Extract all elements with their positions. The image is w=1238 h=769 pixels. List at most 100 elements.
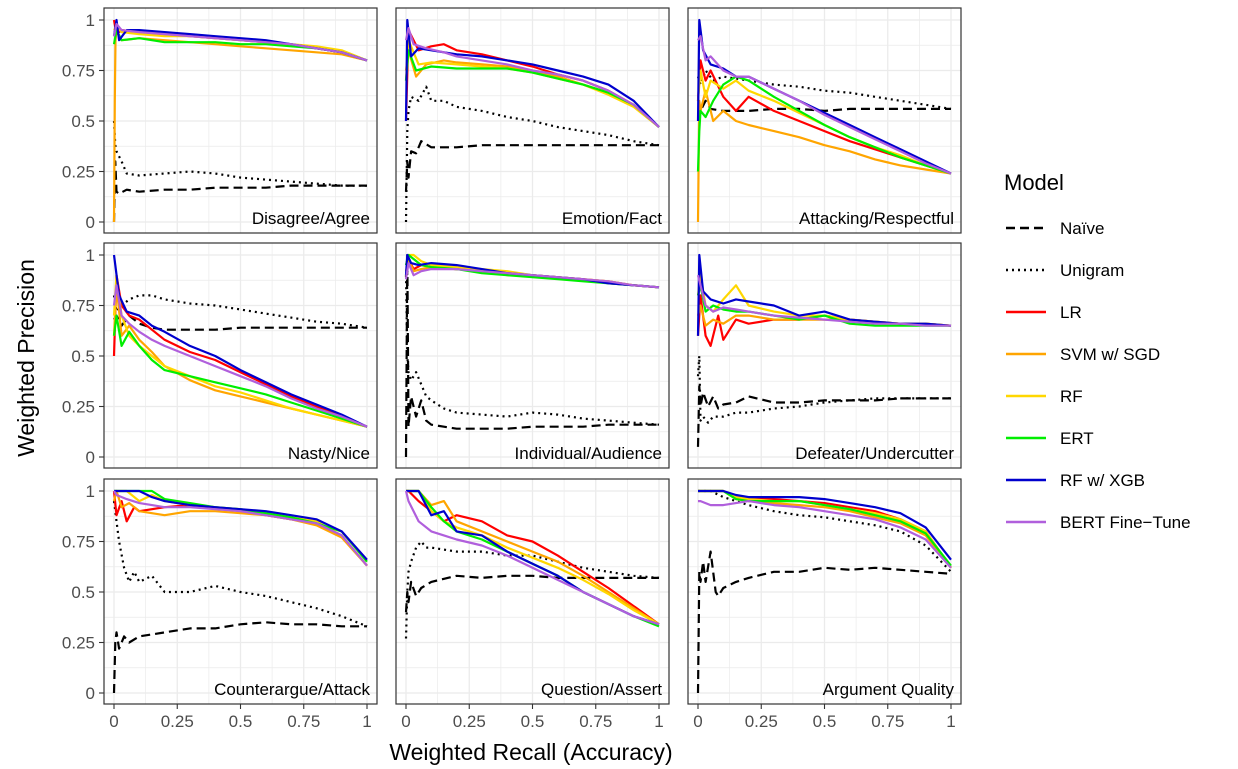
x-tick-label: 1 [946, 712, 955, 731]
x-tick-label: 0.25 [161, 712, 194, 731]
y-tick-label: 0.25 [62, 163, 95, 182]
series-lines [696, 489, 952, 694]
series-line-bert-fine-tune [696, 274, 951, 327]
x-tick-label: 0 [401, 712, 410, 731]
facet-panel: Defeater/Undercutter [687, 242, 962, 469]
facet-panels: Disagree/Agree 0 0.25 0.5 0.75 1 Emotion/Fact A… [62, 7, 962, 731]
series-line-na-ve [696, 385, 951, 447]
series-line-bert-fine-tune [404, 262, 660, 289]
facet-panel: Question/Assert 0 0.25 0.5 0.75 1 [395, 478, 670, 731]
y-tick-label: 0.75 [62, 533, 95, 552]
facet-panel: Disagree/Agree 0 0.25 0.5 0.75 1 [62, 7, 378, 234]
y-tick-label: 0.75 [62, 62, 95, 81]
y-tick-label: 0 [86, 448, 95, 467]
x-tick-label: 1 [654, 712, 663, 731]
series-line-bert-fine-tune [697, 35, 952, 175]
facet-label: Attacking/Respectful [799, 209, 954, 228]
series-line-ert [404, 49, 660, 128]
facet-panel: Individual/Audience [395, 242, 670, 469]
y-tick-label: 1 [86, 482, 95, 501]
facet-label: Emotion/Fact [562, 209, 662, 228]
y-tick-label: 1 [86, 11, 95, 30]
series-line-na-ve [404, 253, 659, 458]
series-lines [696, 18, 952, 223]
y-tick-label: 0 [86, 213, 95, 232]
panel-border [687, 7, 962, 234]
y-tick-label: 0.75 [62, 297, 95, 316]
x-tick-label: 0.5 [521, 712, 545, 731]
series-line-rf [696, 69, 952, 175]
series-line-lr [406, 489, 660, 626]
series-line-bert-fine-tune [698, 500, 952, 569]
y-tick-label: 0.5 [71, 583, 95, 602]
series-line-rf-w-xgb [698, 489, 952, 561]
legend-title: Model [1004, 170, 1064, 195]
x-tick-label: 0.25 [745, 712, 778, 731]
x-tick-label: 0 [693, 712, 702, 731]
legend-label: ERT [1060, 429, 1094, 448]
facet-panel: Argument Quality 0 0.25 0.5 0.75 1 [687, 478, 962, 731]
series-line-na-ve [696, 99, 951, 122]
series-line-svm-w-sgd [696, 89, 952, 223]
facet-label: Defeater/Undercutter [795, 444, 954, 463]
series-line-unigram [404, 275, 660, 426]
panel-border [395, 7, 670, 234]
y-tick-label: 0 [86, 684, 95, 703]
x-tick-label: 0.75 [871, 712, 904, 731]
y-tick-label: 0.25 [62, 634, 95, 653]
series-line-rf-w-xgb [112, 254, 368, 428]
series-line-bert-fine-tune [113, 490, 368, 567]
series-line-na-ve [404, 140, 659, 192]
series-line-unigram [112, 294, 368, 329]
facet-label: Individual/Audience [515, 444, 662, 463]
x-tick-label: 0.5 [229, 712, 253, 731]
legend-label: LR [1060, 303, 1082, 322]
y-axis-title: Weighted Precision [13, 259, 39, 457]
x-tick-label: 0.5 [813, 712, 837, 731]
series-line-rf-w-xgb [114, 489, 368, 561]
series-lines [404, 18, 660, 223]
panel-border [395, 242, 670, 469]
series-line-na-ve [112, 160, 367, 223]
series-line-ert [696, 75, 952, 175]
legend-label: RF [1060, 387, 1083, 406]
series-line-unigram [696, 69, 952, 110]
facet-panel: Counterargue/Attack 0 0.25 0.5 0.75 1 0 0.25 0.5… [62, 478, 378, 731]
x-tick-label: 0.75 [579, 712, 612, 731]
facet-label: Argument Quality [823, 680, 955, 699]
legend-label: Unigram [1060, 261, 1124, 280]
series-lines [112, 18, 368, 223]
series-line-unigram [112, 500, 368, 628]
legend-keys: Naïve Unigram LR SVM w/ SGD RF ERT RF w/ XGB BE… [1006, 219, 1191, 532]
y-tick-label: 0.25 [62, 398, 95, 417]
series-lines [404, 253, 660, 458]
legend-label: SVM w/ SGD [1060, 345, 1160, 364]
series-line-na-ve [696, 550, 952, 694]
facet-label: Counterargue/Attack [214, 680, 370, 699]
y-tick-label: 1 [86, 246, 95, 265]
x-tick-label: 0.25 [453, 712, 486, 731]
series-lines [112, 254, 368, 428]
series-lines [404, 489, 660, 639]
series-line-svm-w-sgd [112, 489, 368, 567]
facet-panel: Attacking/Respectful [687, 7, 962, 234]
series-line-bert-fine-tune [404, 490, 660, 626]
panel-border [687, 242, 962, 469]
x-axis-title: Weighted Recall (Accuracy) [389, 739, 672, 765]
series-line-ert [112, 314, 368, 428]
y-tick-label: 0.5 [71, 347, 95, 366]
series-lines [696, 253, 952, 447]
facet-label: Nasty/Nice [288, 444, 370, 463]
facet-label: Question/Assert [541, 680, 662, 699]
legend-label: Naïve [1060, 219, 1104, 238]
facet-panel: Nasty/Nice 0 0.25 0.5 0.75 1 [62, 242, 378, 469]
x-tick-label: 1 [362, 712, 371, 731]
series-lines [112, 489, 368, 694]
series-line-rf-w-xgb [404, 18, 660, 128]
legend-label: RF w/ XGB [1060, 471, 1145, 490]
facet-label: Disagree/Agree [252, 209, 370, 228]
series-line-lr [112, 274, 368, 428]
legend-label: BERT Fine−Tune [1060, 513, 1191, 532]
series-line-unigram [404, 85, 660, 223]
